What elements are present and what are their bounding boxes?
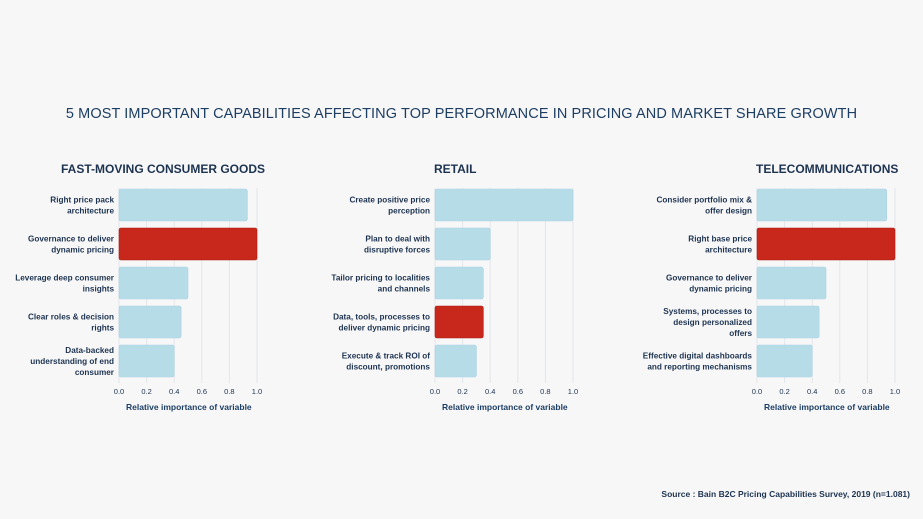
category-label: Execute & track ROI of discount, promotio… bbox=[342, 352, 431, 372]
x-tick-label: 0.0 bbox=[752, 387, 762, 396]
bar-chart-telecom: 0.0 0.2 0.4 0.6 0.8 1.0 Consider portfolio mix… bbox=[643, 188, 900, 396]
category-label: Right base price architecture bbox=[688, 235, 752, 255]
bar bbox=[756, 305, 820, 339]
x-tick-label: 0.6 bbox=[835, 387, 845, 396]
x-tick-label: 0.6 bbox=[513, 387, 523, 396]
x-tick-label: 0.8 bbox=[540, 387, 550, 396]
bar-chart-fmcg: 0.0 0.2 0.4 0.6 0.8 1.0 Right price pack archit… bbox=[15, 188, 262, 396]
category-label: Governance to deliver dynamic pricing bbox=[666, 274, 753, 294]
x-tick-label: 1.0 bbox=[252, 387, 262, 396]
x-tick-label: 0.8 bbox=[862, 387, 872, 396]
bar bbox=[756, 188, 888, 222]
panel-title: TELECOMMUNICATIONS bbox=[756, 162, 899, 176]
x-tick-label: 0.4 bbox=[485, 387, 495, 396]
category-label: Leverage deep consumer insights bbox=[15, 274, 115, 294]
bar bbox=[434, 188, 574, 222]
x-tick-label: 1.0 bbox=[568, 387, 578, 396]
x-tick-label: 0.2 bbox=[141, 387, 151, 396]
panel-fmcg: FAST-MOVING CONSUMER GOODS 0.0 0.2 0.4 0.6 0… bbox=[0, 150, 300, 420]
panel-telecom: TELECOMMUNICATIONS 0.0 0.2 0.4 0.6 0.8 1.0 Con… bbox=[638, 150, 923, 420]
bar bbox=[434, 344, 477, 378]
category-label: Plan to deal with disruptive forces bbox=[364, 235, 430, 255]
category-label: Consider portfolio mix & offer design bbox=[656, 196, 752, 216]
x-axis-title: Relative importance of variable bbox=[764, 402, 890, 412]
x-tick-label: 1.0 bbox=[890, 387, 900, 396]
category-label: Create positive price perception bbox=[349, 196, 430, 216]
bar bbox=[118, 266, 189, 300]
bar bbox=[756, 227, 896, 261]
x-tick-label: 0.4 bbox=[169, 387, 179, 396]
category-label: Systems, processes to design personalized… bbox=[663, 307, 752, 338]
category-label: Right price pack architecture bbox=[50, 196, 114, 216]
category-label: Governance to deliver dynamic pricing bbox=[28, 235, 115, 255]
bar bbox=[118, 227, 258, 261]
x-tick-label: 0.8 bbox=[224, 387, 234, 396]
category-label: Clear roles & decision rights bbox=[28, 313, 114, 333]
x-tick-label: 0.0 bbox=[430, 387, 440, 396]
bar bbox=[434, 305, 484, 339]
x-axis-title: Relative importance of variable bbox=[126, 402, 252, 412]
bar bbox=[434, 227, 491, 261]
category-label: Data, tools, processes to deliver dynamic… bbox=[333, 313, 430, 333]
panel-title: FAST-MOVING CONSUMER GOODS bbox=[61, 162, 266, 176]
category-label: Effective digital dashboards and reportin… bbox=[643, 352, 753, 372]
bar bbox=[434, 266, 484, 300]
x-tick-label: 0.2 bbox=[779, 387, 789, 396]
chart-title: 5 MOST IMPORTANT CAPABILITIES AFFECTING … bbox=[65, 106, 858, 122]
x-tick-label: 0.4 bbox=[807, 387, 817, 396]
bar bbox=[756, 266, 827, 300]
x-tick-label: 0.6 bbox=[197, 387, 207, 396]
bar bbox=[118, 188, 248, 222]
panel-retail: RETAIL 0.0 0.2 0.4 0.6 0.8 1.0 Create positive… bbox=[316, 150, 616, 420]
bar bbox=[118, 344, 175, 378]
source-note: Source : Bain B2C Pricing Capabilities S… bbox=[661, 489, 910, 499]
x-tick-label: 0.2 bbox=[457, 387, 467, 396]
category-label: Tailor pricing to localities and channels bbox=[331, 274, 430, 294]
category-label: Data-backed understanding of end consumer bbox=[30, 346, 115, 377]
bar bbox=[756, 344, 813, 378]
x-tick-label: 0.0 bbox=[114, 387, 124, 396]
panel-title: RETAIL bbox=[434, 162, 477, 176]
bar-chart-retail: 0.0 0.2 0.4 0.6 0.8 1.0 Create positive price p… bbox=[331, 188, 578, 396]
bar bbox=[118, 305, 182, 339]
x-axis-title: Relative importance of variable bbox=[442, 402, 568, 412]
